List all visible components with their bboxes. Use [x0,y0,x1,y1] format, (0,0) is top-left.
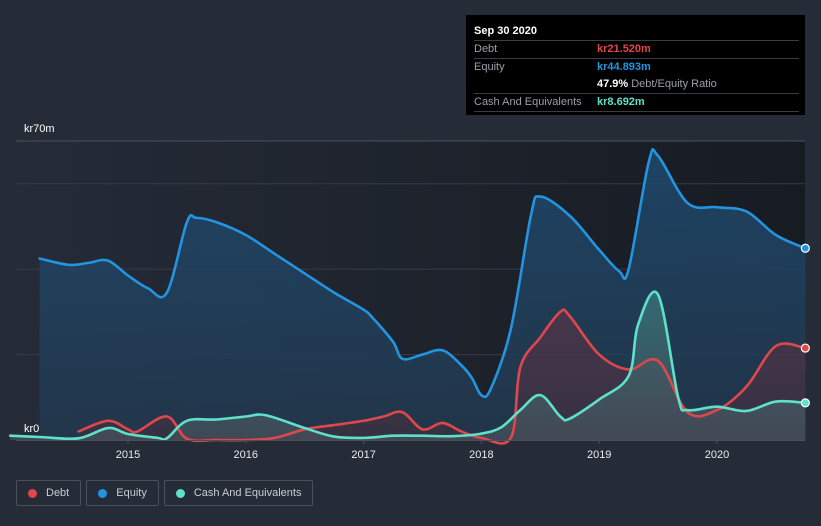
legend-item-equity[interactable]: Equity [86,480,159,506]
cash-and-equivalents-line [8,290,807,441]
tooltip-panel: Sep 30 2020 Debt kr21.520m Equity kr44.8… [466,15,805,115]
x-axis: 2015 2016 2017 2018 2019 2020 [16,440,805,461]
cash-dot-icon [175,488,185,498]
series-lines [8,148,807,445]
x-tick-label: 2018 [469,449,493,461]
x-tick-label: 2015 [116,449,140,461]
series-end-markers [800,243,810,408]
chart-legend: Debt Equity Cash And Equivalents [16,480,314,506]
x-tick-label: 2016 [234,449,258,461]
tooltip-ratio-label: Debt/Equity Ratio [631,78,717,90]
legend-label-cash: Cash And Equivalents [193,487,302,499]
legend-label-equity: Equity [116,487,147,499]
legend-item-cash[interactable]: Cash And Equivalents [163,480,314,506]
equity-end-marker [800,243,810,253]
debt-end-marker [800,343,810,353]
y-axis-max-label: kr70m [24,123,55,135]
y-axis-min-label: kr0 [24,423,39,435]
x-tick-label: 2017 [351,449,375,461]
debt-dot-icon [28,488,37,498]
cash-and-equivalents-area [10,291,806,440]
equity-line [38,148,807,399]
tooltip-debt-label: Debt [474,43,498,55]
tooltip-cash-value: kr8.692m [597,96,645,108]
tooltip-row-ratio: 47.9% Debt/Equity Ratio [474,76,799,94]
cash-and-equivalents-end-marker [800,398,810,408]
tooltip-debt-value: kr21.520m [597,43,651,55]
x-tick-label: 2019 [587,449,611,461]
series-areas [10,149,806,444]
legend-item-debt[interactable]: Debt [16,480,82,506]
tooltip-ratio-value: 47.9% [597,78,629,90]
tooltip-row-cash: Cash And Equivalents kr8.692m [474,94,799,112]
tooltip-row-equity: Equity kr44.893m [474,59,799,76]
tooltip-equity-label: Equity [474,61,505,73]
x-tick-label: 2020 [705,449,729,461]
tooltip-date: Sep 30 2020 [474,23,799,41]
tooltip-cash-label: Cash And Equivalents [474,96,582,108]
legend-label-debt: Debt [46,487,70,499]
equity-dot-icon [98,488,108,498]
tooltip-row-debt: Debt kr21.520m [474,41,799,59]
debt-line [77,308,807,445]
tooltip-equity-value: kr44.893m [597,61,651,73]
